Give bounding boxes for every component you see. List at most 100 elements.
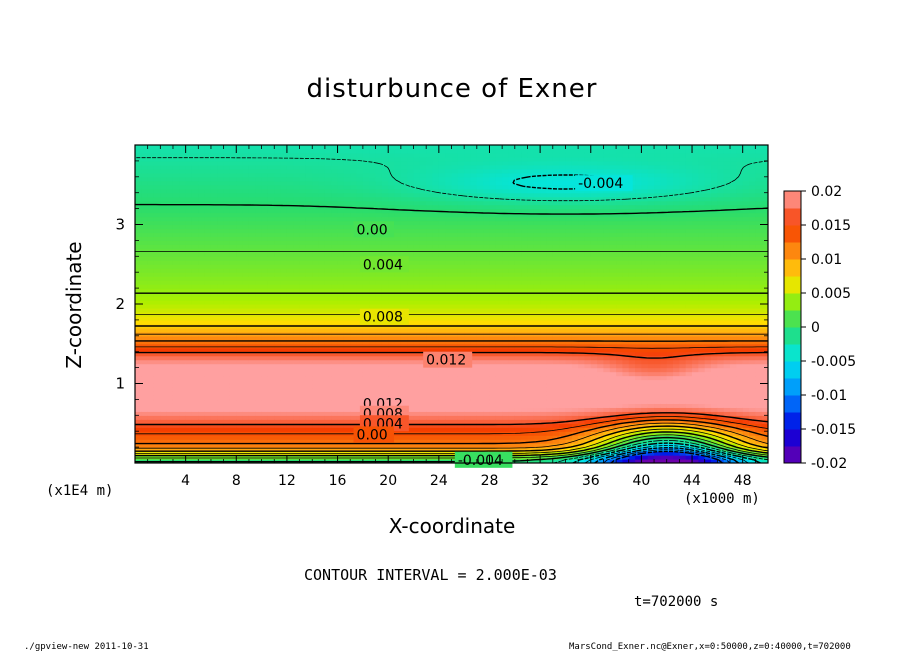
field-cell bbox=[267, 347, 275, 353]
field-cell bbox=[369, 363, 377, 369]
field-cell bbox=[229, 439, 237, 444]
field-cell bbox=[135, 391, 142, 397]
field-cell bbox=[204, 379, 212, 385]
field-cell bbox=[514, 383, 522, 389]
field-cell bbox=[451, 307, 459, 313]
field-cell bbox=[394, 172, 402, 178]
field-cell bbox=[324, 272, 332, 277]
field-cell bbox=[502, 180, 510, 186]
field-cell bbox=[160, 343, 168, 349]
field-cell bbox=[407, 172, 415, 178]
field-cell bbox=[388, 272, 396, 277]
field-cell bbox=[236, 188, 244, 194]
field-cell bbox=[166, 152, 174, 158]
field-cell bbox=[312, 256, 320, 261]
field-cell bbox=[172, 339, 180, 345]
field-cell bbox=[229, 216, 237, 222]
field-cell bbox=[407, 319, 415, 325]
field-cell bbox=[242, 212, 250, 218]
field-cell bbox=[356, 391, 364, 397]
field-cell bbox=[135, 355, 142, 361]
field-cell bbox=[267, 256, 275, 261]
field-cell bbox=[508, 216, 516, 222]
field-cell bbox=[324, 335, 332, 341]
field-cell bbox=[229, 232, 237, 238]
field-cell bbox=[293, 315, 301, 321]
field-cell bbox=[217, 423, 225, 428]
field-cell bbox=[350, 319, 358, 325]
field-cell bbox=[293, 156, 301, 162]
field-cell bbox=[141, 315, 149, 321]
field-cell bbox=[267, 292, 275, 297]
field-cell bbox=[299, 272, 307, 277]
field-cell bbox=[267, 307, 275, 313]
field-cell bbox=[483, 375, 491, 381]
field-cell bbox=[508, 304, 516, 309]
field-cell bbox=[438, 196, 446, 202]
field-cell bbox=[324, 264, 332, 269]
field-cell bbox=[432, 419, 440, 424]
field-cell bbox=[255, 367, 263, 373]
field-cell bbox=[261, 335, 269, 341]
field-cell bbox=[521, 196, 529, 202]
field-cell bbox=[217, 224, 225, 230]
field-cell bbox=[388, 212, 396, 218]
field-cell bbox=[508, 315, 516, 321]
field-cell bbox=[204, 387, 212, 393]
field-cell bbox=[356, 148, 364, 154]
field-cell bbox=[312, 415, 320, 420]
field-cell bbox=[274, 367, 282, 373]
field-cell bbox=[318, 339, 326, 345]
field-cell bbox=[413, 264, 421, 269]
field-cell bbox=[337, 156, 345, 162]
field-cell bbox=[445, 375, 453, 381]
field-cell bbox=[217, 304, 225, 309]
field-cell bbox=[394, 184, 402, 190]
field-cell bbox=[369, 145, 377, 150]
field-cell bbox=[223, 268, 231, 273]
field-cell bbox=[407, 395, 415, 401]
field-cell bbox=[419, 148, 427, 154]
field-cell bbox=[210, 164, 218, 170]
field-cell bbox=[267, 156, 275, 162]
field-cell bbox=[274, 343, 282, 349]
field-cell bbox=[299, 383, 307, 389]
field-cell bbox=[204, 180, 212, 186]
field-cell bbox=[280, 276, 288, 281]
field-cell bbox=[242, 335, 250, 341]
field-cell bbox=[476, 156, 484, 162]
field-cell bbox=[324, 435, 332, 440]
field-cell bbox=[312, 172, 320, 178]
field-cell bbox=[299, 176, 307, 182]
field-cell bbox=[135, 184, 142, 190]
field-cell bbox=[356, 212, 364, 218]
field-cell bbox=[172, 327, 180, 333]
field-cell bbox=[305, 212, 313, 218]
field-cell bbox=[438, 228, 446, 234]
field-cell bbox=[255, 407, 263, 412]
field-cell bbox=[274, 284, 282, 289]
field-cell bbox=[242, 395, 250, 401]
field-cell bbox=[229, 399, 237, 404]
field-cell bbox=[451, 395, 459, 401]
field-cell bbox=[147, 423, 155, 428]
field-cell bbox=[324, 319, 332, 325]
field-cell bbox=[432, 145, 440, 150]
field-cell bbox=[223, 443, 231, 448]
field-cell bbox=[267, 351, 275, 357]
field-cell bbox=[337, 236, 345, 242]
field-cell bbox=[445, 164, 453, 170]
field-cell bbox=[343, 339, 351, 345]
field-cell bbox=[305, 176, 313, 182]
field-cell bbox=[438, 375, 446, 381]
field-cell bbox=[426, 180, 434, 186]
field-cell bbox=[419, 367, 427, 373]
field-cell bbox=[495, 228, 503, 234]
field-cell bbox=[362, 343, 370, 349]
field-cell bbox=[312, 280, 320, 285]
field-cell bbox=[153, 335, 161, 341]
field-cell bbox=[451, 419, 459, 424]
field-cell bbox=[451, 172, 459, 178]
field-cell bbox=[438, 300, 446, 305]
field-cell bbox=[198, 200, 206, 206]
